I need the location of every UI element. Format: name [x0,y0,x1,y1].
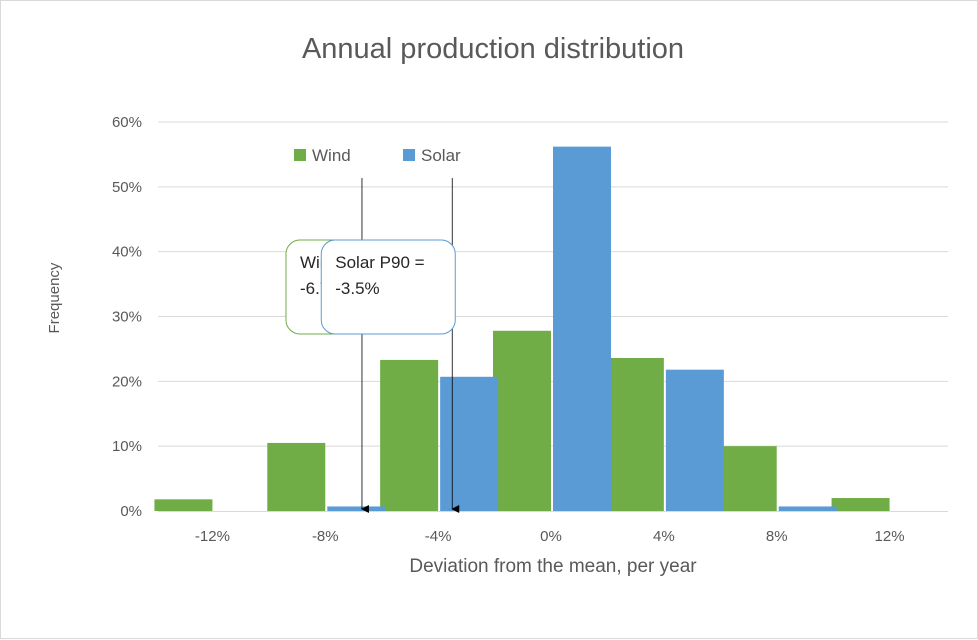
y-tick-label: 40% [112,244,142,261]
x-axis-ticks: -12% -8% -4% 0% 4% 8% 12% [195,528,905,545]
bar-wind-2 [380,359,439,511]
legend-label-solar: Solar [421,146,461,165]
bar-wind-4 [605,357,664,511]
x-tick-label: -12% [195,528,230,545]
bar-wind-0 [154,499,213,511]
bar-solar-1 [327,506,386,511]
x-tick-label: -4% [425,528,452,545]
y-tick-label: 60% [112,114,142,131]
annotation-box [320,239,456,335]
y-axis-title: Frequency [46,262,63,333]
y-axis-ticks: 0% 10% 20% 30% 40% 50% 60% [112,114,142,520]
annotation-line2: -3.5% [335,279,379,298]
y-tick-label: 50% [112,179,142,196]
bar-wind-1 [267,442,326,511]
annotation-line1: Solar P90 = [335,253,424,272]
legend-label-wind: Wind [312,146,351,165]
y-tick-label: 10% [112,438,142,455]
bar-wind-6 [831,498,890,511]
bar-wind-5 [718,446,777,511]
x-tick-label: 8% [766,528,788,545]
bar-solar-3 [553,146,611,512]
x-axis-title: Deviation from the mean, per year [409,556,697,577]
x-tick-label: 12% [875,528,905,545]
bar-solar-4 [665,369,724,511]
legend-swatch-solar [403,149,415,161]
annotations: Wind P90 =-6.7%Solar P90 =-3.5% [285,178,460,513]
bar-solar-2 [440,376,499,511]
chart-title: Annual production distribution [302,33,684,65]
legend-swatch-wind [294,149,306,161]
x-tick-label: 4% [653,528,675,545]
y-tick-label: 20% [112,373,142,390]
x-tick-label: -8% [312,528,339,545]
bar-wind-3 [493,330,551,511]
x-tick-label: 0% [540,528,562,545]
bar-solar-5 [778,506,837,511]
y-tick-label: 30% [112,309,142,326]
y-tick-label: 0% [120,503,142,520]
bars [154,146,890,512]
legend: Wind Solar [294,146,461,165]
